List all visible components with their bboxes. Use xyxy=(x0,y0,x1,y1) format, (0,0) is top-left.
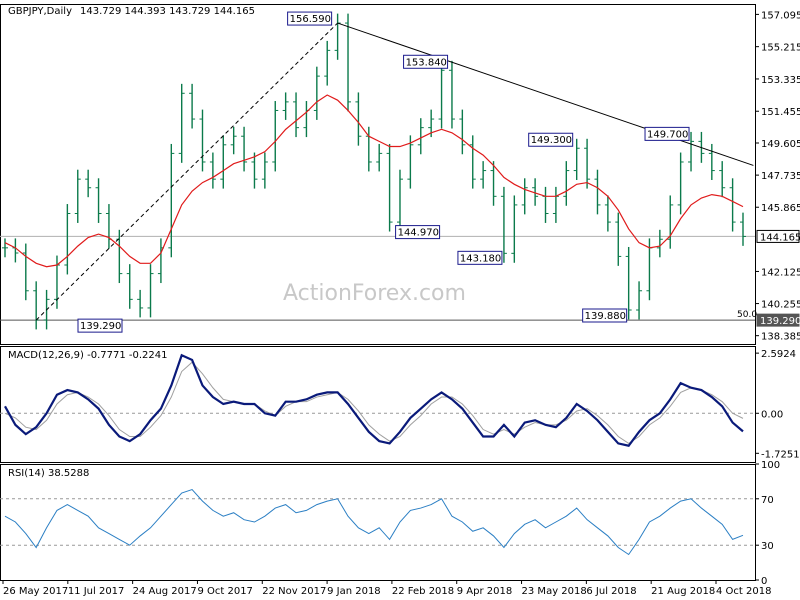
chart-ohlc-values: 143.729 144.393 143.729 144.165 xyxy=(80,6,255,17)
x-tick-label: 26 May 2017 xyxy=(3,586,68,597)
price-annotation-label: 149.300 xyxy=(531,135,572,146)
x-tick-label: 9 Apr 2018 xyxy=(457,586,512,597)
x-tick-label: 22 Feb 2018 xyxy=(392,586,454,597)
price-y-tick-label: 157.095 xyxy=(761,10,800,21)
price-y-tick-label: 147.735 xyxy=(761,171,800,182)
x-tick-label: 11 Jul 2017 xyxy=(68,586,125,597)
price-y-tick-label: 153.335 xyxy=(761,75,800,86)
price-y-tick-label: 142.125 xyxy=(761,267,800,278)
current-price-tag-label: 144.165 xyxy=(760,232,800,243)
moving-average-line xyxy=(4,94,744,268)
price-annotation-box xyxy=(457,250,503,265)
chart-symbol-title: GBPJPY,Daily xyxy=(8,6,72,17)
price-annotation-label: 144.970 xyxy=(398,228,439,239)
rsi-y-tick-label: 0 xyxy=(761,576,767,587)
price-y-tick-label: 151.455 xyxy=(761,107,800,118)
price-annotation-label: 139.880 xyxy=(585,311,626,322)
fib-percent-label: 50.0 xyxy=(737,310,757,320)
price-y-tick-label: 155.215 xyxy=(761,43,800,54)
rsi-y-tick-label: 100 xyxy=(761,460,780,471)
macd-signal-line xyxy=(4,361,744,445)
price-y-tick-label: 140.255 xyxy=(761,300,800,311)
price-annotation-box xyxy=(287,11,333,26)
x-tick-label: 24 Aug 2017 xyxy=(133,586,197,597)
x-tick-label: 4 Oct 2018 xyxy=(716,586,771,597)
macd-title: MACD(12,26,9) -0.7771 -0.2241 xyxy=(8,350,168,361)
x-tick-label: 6 Jul 2018 xyxy=(586,586,636,597)
watermark: ActionForex.com xyxy=(283,281,466,306)
x-tick-label: 22 Nov 2017 xyxy=(262,586,326,597)
price-annotation-label: 156.590 xyxy=(290,14,331,25)
macd-panel-frame xyxy=(0,346,756,463)
rsi-y-tick-label: 30 xyxy=(761,541,774,552)
macd-y-tick-label: 2.5924 xyxy=(761,349,796,360)
price-y-tick-label: 149.605 xyxy=(761,139,800,150)
price-annotation-box xyxy=(644,126,690,141)
macd-y-tick-label: 0.00 xyxy=(761,409,783,420)
price-annotation-box xyxy=(395,225,441,240)
rsi-title: RSI(14) 38.5288 xyxy=(8,468,89,479)
resistance-trendline xyxy=(337,22,754,166)
price-annotation-box xyxy=(403,54,449,69)
support-dashed-trendline xyxy=(35,22,338,321)
x-tick-label: 9 Jan 2018 xyxy=(327,586,381,597)
fib-level-tag-label: 139.290 xyxy=(760,316,800,327)
macd-y-tick-label: -1.7251 xyxy=(761,449,800,460)
price-y-tick-label: 145.865 xyxy=(761,203,800,214)
price-annotation-label: 143.180 xyxy=(460,253,501,264)
price-annotation-box xyxy=(528,132,574,147)
price-annotation-box xyxy=(582,308,628,323)
rsi-y-tick-label: 70 xyxy=(761,495,774,506)
price-panel-frame xyxy=(0,4,756,345)
macd-line xyxy=(4,353,744,447)
x-tick-label: 9 Oct 2017 xyxy=(197,586,252,597)
x-tick-label: 23 May 2018 xyxy=(522,586,587,597)
price-annotation-label: 139.290 xyxy=(80,321,121,332)
price-annotation-label: 149.700 xyxy=(647,129,688,140)
x-tick-label: 21 Aug 2018 xyxy=(651,586,715,597)
rsi-line xyxy=(4,488,744,556)
rsi-panel-frame xyxy=(0,464,756,581)
current-price-tag xyxy=(756,229,800,243)
fib-level-tag xyxy=(756,313,800,327)
price-annotation-label: 153.840 xyxy=(406,57,447,68)
price-y-tick-label: 138.385 xyxy=(761,332,800,343)
price-annotation-box xyxy=(77,318,123,333)
